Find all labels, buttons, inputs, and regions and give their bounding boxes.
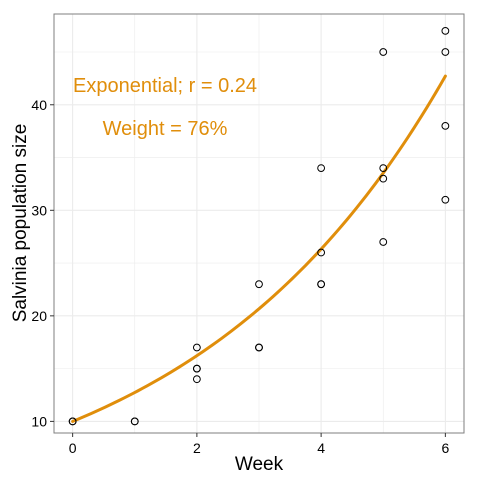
x-tick-label: 4 [317, 440, 325, 456]
y-tick-label: 30 [31, 202, 47, 218]
x-tick-label: 6 [441, 440, 449, 456]
annotation-weight: Weight = 76% [103, 118, 228, 140]
y-tick-label: 20 [31, 308, 47, 324]
y-tick-label: 10 [31, 413, 47, 429]
y-axis-title: Salvinia population size [10, 124, 31, 323]
y-tick-label: 40 [31, 97, 47, 113]
x-tick-label: 0 [69, 440, 77, 456]
x-axis-title: Week [235, 454, 284, 475]
x-tick-label: 2 [193, 440, 201, 456]
annotation-model: Exponential; r = 0.24 [73, 75, 257, 97]
